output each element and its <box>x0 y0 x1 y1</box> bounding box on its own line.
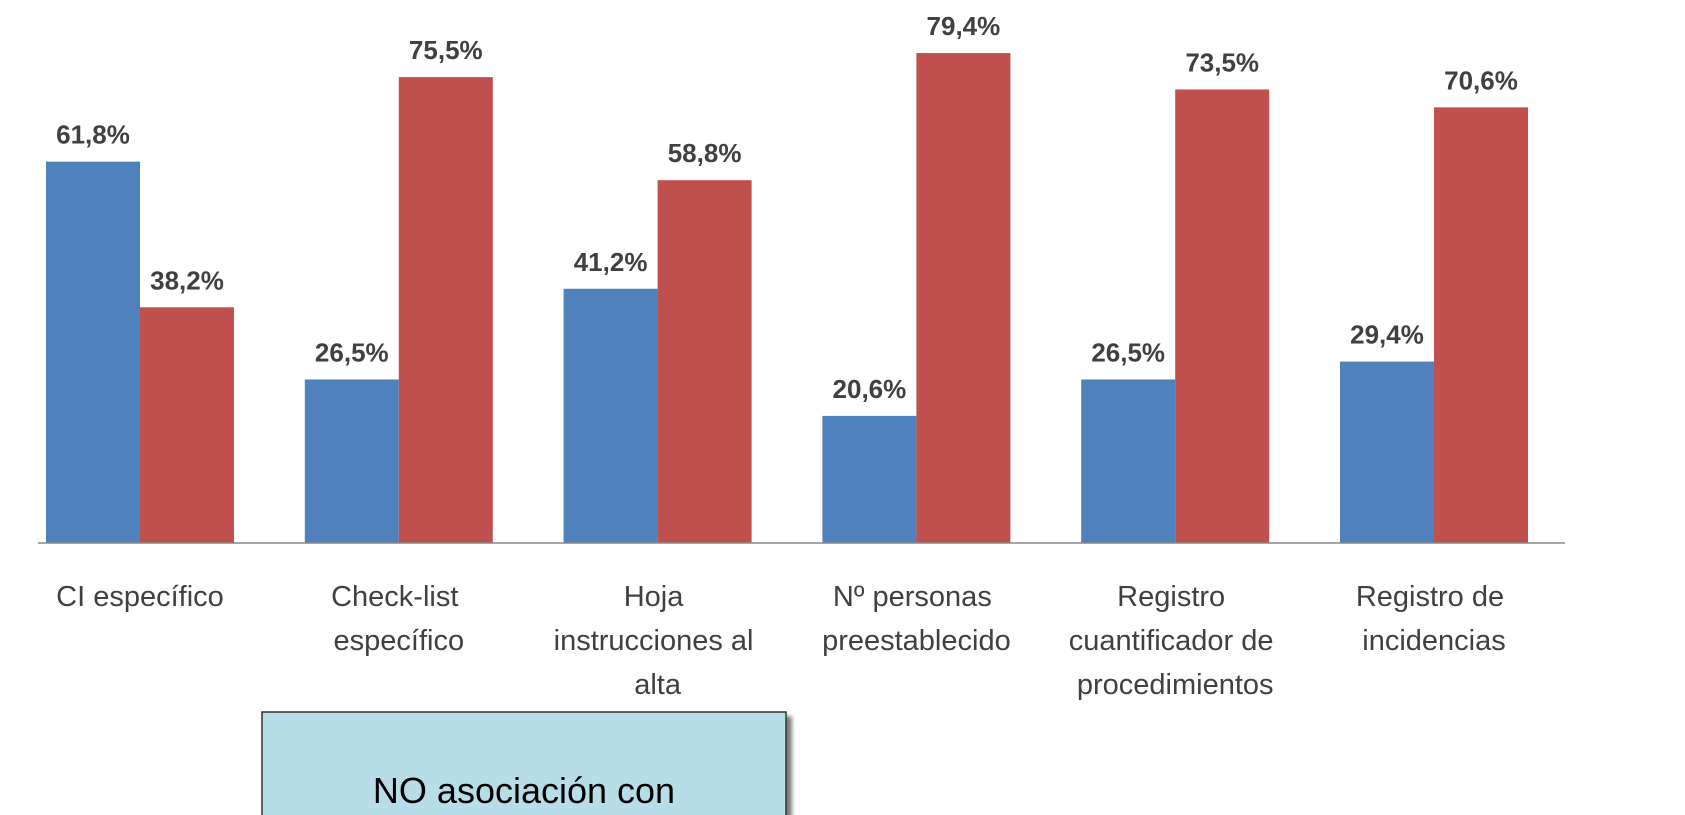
value-label: 70,6% <box>1444 65 1518 95</box>
x-tick-label-line: procedimientos <box>1077 669 1274 701</box>
value-label: 61,8% <box>56 120 130 150</box>
x-tick-label-line: alta <box>634 669 682 701</box>
x-tick-label: Registro cuantificador de procedimientos <box>1069 581 1282 701</box>
bar <box>398 77 493 544</box>
value-label: 58,8% <box>668 138 742 168</box>
value-label: 41,2% <box>574 247 648 277</box>
x-tick-label-line: Nº personas <box>833 581 1000 613</box>
x-tick-label: Nº personas preestablecido <box>822 581 1011 657</box>
x-tick-label-line: Registro <box>1117 581 1233 613</box>
bar <box>657 180 752 543</box>
value-label: 79,4% <box>927 11 1001 41</box>
x-tick-label-line: preestablecido <box>822 625 1011 657</box>
bar <box>1081 379 1176 543</box>
x-tick-label-line: Registro de <box>1356 581 1512 613</box>
annotation: NO asociación con <box>373 770 675 811</box>
bar <box>1434 107 1528 543</box>
value-label: 20,6% <box>833 374 907 404</box>
value-label: 26,5% <box>315 337 389 367</box>
x-tick-label-line: Hoja <box>624 581 692 613</box>
value-label: 75,5% <box>409 35 483 65</box>
bar <box>1340 361 1434 543</box>
value-label: 29,4% <box>1350 320 1424 350</box>
x-tick-label: Registro de incidencias <box>1356 581 1512 657</box>
x-tick-label-line: Check-list <box>331 581 466 613</box>
value-label: 73,5% <box>1185 47 1259 77</box>
bar <box>1175 89 1270 543</box>
x-tick-label: Check-list específico <box>331 581 466 657</box>
x-tick-label-line: cuantificador de <box>1069 625 1282 657</box>
bar <box>304 379 399 543</box>
value-label: 38,2% <box>150 265 224 295</box>
x-tick-label-line: específico <box>334 625 465 657</box>
bar <box>46 161 140 544</box>
x-tick-label-line: incidencias <box>1362 625 1505 657</box>
value-label: 26,5% <box>1091 337 1165 367</box>
annotation-box <box>261 711 787 815</box>
bar <box>140 307 234 543</box>
bar <box>563 288 658 543</box>
x-tick-label: CI específico <box>56 581 224 613</box>
x-tick-label-line: instrucciones al <box>554 625 762 657</box>
bar <box>822 415 917 543</box>
x-tick-label: Hoja instrucciones al alta <box>554 581 762 701</box>
bar <box>916 53 1011 543</box>
x-tick-label-line: CI específico <box>56 581 224 613</box>
